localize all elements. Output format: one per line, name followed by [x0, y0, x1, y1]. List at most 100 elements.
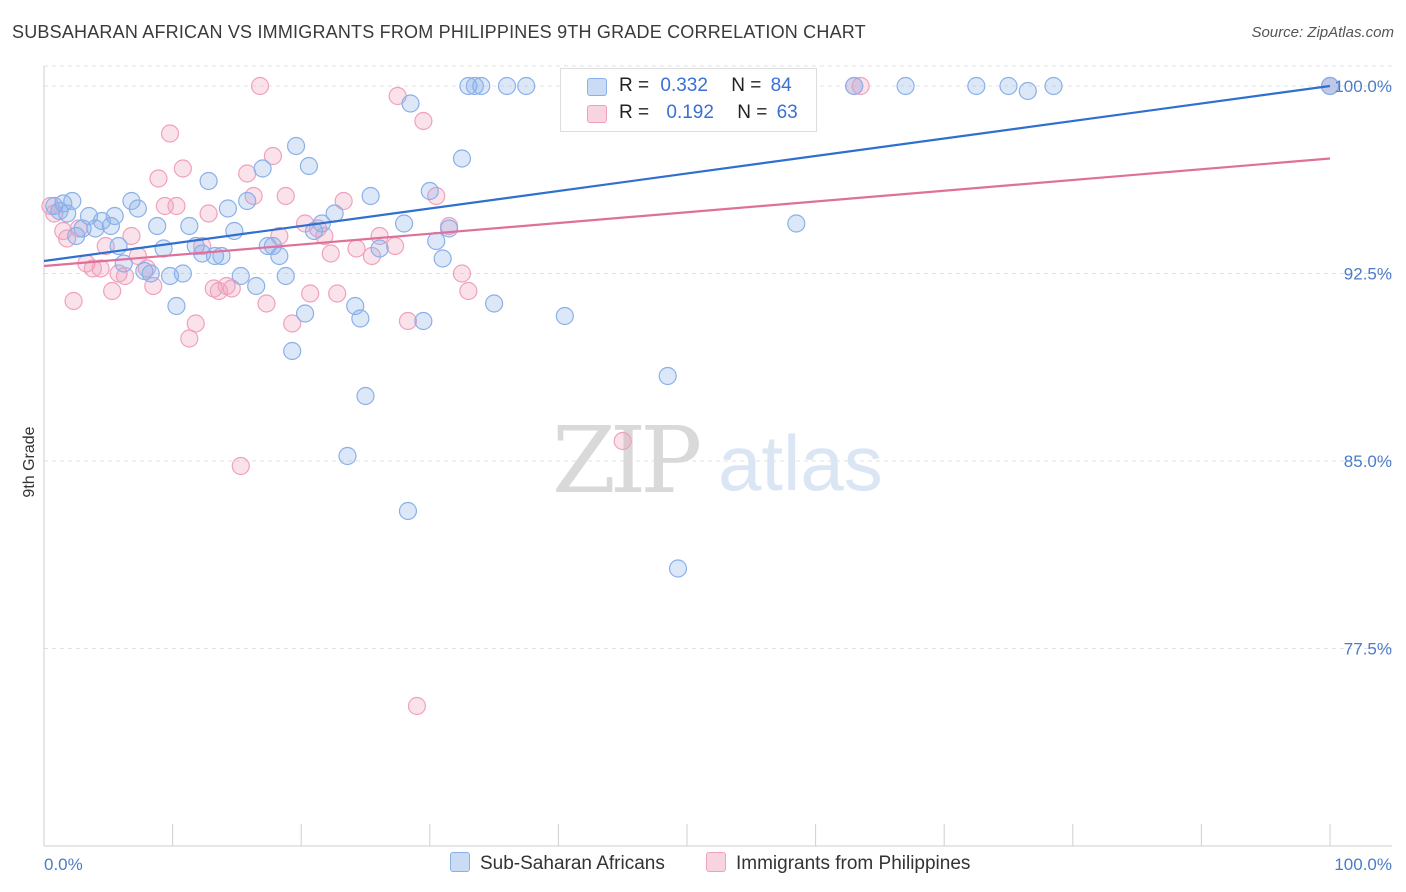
subsaharan-point	[517, 76, 536, 96]
philippines-point	[270, 226, 289, 246]
subsaharan-point	[465, 76, 484, 96]
subsaharan-point	[299, 156, 319, 176]
subsaharan-point	[218, 199, 237, 218]
subsaharan-point	[338, 446, 357, 466]
subsaharan-point	[128, 199, 147, 218]
x-tick-label: 100.0%	[1334, 855, 1392, 874]
axes	[43, 66, 1392, 847]
subsaharan-point	[325, 204, 344, 223]
legend-r-value: 0.332	[660, 75, 708, 96]
subsaharan-point	[122, 191, 141, 211]
subsaharan-point	[356, 386, 375, 406]
philippines-point	[186, 314, 205, 333]
subsaharan-point	[427, 231, 446, 251]
y-tick-labels: 77.5% 85.0% 92.5% 100.0%	[1334, 77, 1392, 659]
subsaharan-point	[114, 254, 133, 273]
subsaharan-point	[658, 366, 677, 386]
subsaharan-point	[433, 249, 452, 268]
y-tick-label: 100.0%	[1334, 77, 1392, 96]
philippines-point	[407, 696, 427, 716]
subsaharan-point	[167, 296, 186, 316]
y-tick-label: 77.5%	[1344, 640, 1392, 659]
bottom-legend-swatch-pink	[706, 852, 726, 872]
philippines-point	[167, 196, 186, 216]
philippines-point	[64, 291, 83, 311]
subsaharan-point	[199, 171, 218, 191]
legend-r-label: R =	[619, 102, 650, 123]
philippines-point	[83, 259, 102, 278]
subsaharan-point	[472, 76, 491, 96]
philippines-point	[301, 284, 320, 303]
philippines-point	[180, 329, 199, 348]
subsaharan-point	[180, 216, 199, 236]
subsaharan-point	[105, 206, 124, 226]
philippines-point	[193, 236, 212, 256]
philippines-point	[398, 311, 418, 331]
philippines-point	[222, 279, 241, 298]
series-philippines-points	[41, 76, 1340, 716]
subsaharan-point	[999, 76, 1018, 96]
philippines-point	[851, 76, 870, 96]
philippines-point	[414, 111, 433, 131]
bottom-legend-label: Immigrants from Philippines	[736, 853, 971, 874]
subsaharan-point	[485, 294, 504, 313]
y-tick-label: 85.0%	[1344, 452, 1392, 471]
watermark-atlas: atlas	[718, 419, 883, 507]
philippines-point	[149, 169, 168, 188]
subsaharan-point	[401, 94, 420, 113]
subsaharan-point	[414, 311, 433, 331]
subsaharan-point	[63, 191, 82, 211]
philippines-point	[96, 236, 115, 256]
philippines-point	[250, 76, 270, 96]
legend-r-value: 0.192	[666, 102, 714, 123]
subsaharan-point	[497, 76, 517, 96]
subsaharan-point	[1044, 76, 1063, 96]
philippines-point	[199, 204, 218, 223]
subsaharan-point	[370, 239, 389, 258]
subsaharan-point	[394, 214, 414, 233]
legend-swatch-blue	[587, 78, 607, 96]
watermark-zip: ZIP	[552, 407, 699, 514]
philippines-point	[103, 281, 122, 301]
philippines-point	[122, 226, 141, 246]
trend-line-philippines	[43, 157, 1331, 268]
philippines-point	[91, 259, 110, 278]
philippines-point	[238, 164, 257, 183]
philippines-point	[283, 314, 302, 333]
legend-n-value: 84	[770, 75, 792, 96]
subsaharan-point	[1018, 81, 1037, 101]
stats-legend: R = 0.332 N = 84 R = 0.192 N = 63	[560, 68, 817, 132]
subsaharan-point	[351, 309, 370, 328]
philippines-point	[347, 239, 366, 258]
bottom-legend-subsaharan: Sub-Saharan Africans	[450, 852, 665, 875]
philippines-point	[257, 294, 276, 313]
philippines-point	[334, 191, 353, 211]
subsaharan-point	[555, 306, 574, 326]
subsaharan-point	[967, 76, 986, 96]
trend-line-subsaharan	[43, 84, 1331, 263]
subsaharan-point	[420, 181, 439, 201]
subsaharan-point	[141, 264, 160, 283]
subsaharan-point	[361, 186, 380, 206]
trend-lines	[43, 84, 1331, 268]
subsaharan-point	[286, 136, 306, 156]
legend-row-philippines: R = 0.192 N = 63	[587, 102, 798, 124]
source-label: Source: ZipAtlas.com	[1251, 24, 1394, 41]
philippines-point	[459, 281, 478, 301]
legend-swatch-pink	[587, 105, 607, 123]
x-tick-labels: 0.0% 100.0%	[44, 855, 1392, 874]
philippines-point	[362, 246, 382, 266]
philippines-point	[160, 124, 180, 143]
legend-n-label: N =	[737, 102, 768, 123]
bottom-legend-philippines: Immigrants from Philippines	[706, 852, 970, 875]
subsaharan-point	[270, 246, 289, 266]
subsaharan-point	[101, 216, 120, 236]
philippines-point	[263, 146, 283, 166]
subsaharan-point	[253, 159, 272, 178]
subsaharan-point	[283, 341, 302, 361]
subsaharan-point	[247, 276, 266, 296]
philippines-point	[385, 236, 405, 256]
legend-n-value: 63	[776, 102, 798, 123]
philippines-point	[328, 284, 347, 303]
